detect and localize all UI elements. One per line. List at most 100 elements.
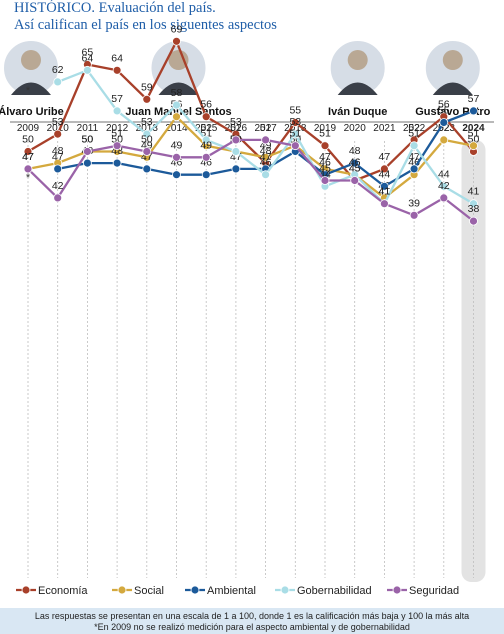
data-point: [261, 170, 271, 180]
data-label: 53: [52, 116, 64, 128]
data-label: 50: [111, 134, 123, 146]
data-label: 44: [319, 168, 331, 180]
data-label: 50: [22, 134, 34, 146]
legend-label: Ambiental: [207, 585, 256, 597]
portrait-head-icon: [21, 50, 41, 70]
data-point: [172, 112, 181, 122]
x-tick-label: 2014: [165, 123, 188, 134]
data-point: [290, 129, 300, 139]
x-tick-label: 2011: [77, 123, 99, 134]
data-point: [409, 141, 419, 151]
data-label: 47: [260, 151, 272, 163]
data-label: 46: [408, 157, 420, 169]
footnote: Las respuestas se presentan en una escal…: [0, 608, 504, 634]
series-line-Seguridad: [27, 138, 475, 223]
data-label: 42: [52, 180, 64, 192]
data-label: 52: [200, 122, 212, 134]
x-tick-label: 2016: [225, 123, 248, 134]
x-tick-label: 2015: [195, 123, 218, 134]
missing-data-marker: *: [26, 172, 31, 184]
data-point: [172, 152, 181, 162]
data-point: [439, 193, 449, 203]
portrait-head-icon: [168, 50, 189, 70]
data-point: [320, 141, 330, 151]
x-tick-label: 2010: [47, 123, 70, 134]
data-point: [379, 181, 389, 191]
data-point: [409, 210, 419, 220]
data-point: [439, 181, 449, 191]
data-point: [201, 112, 211, 122]
data-label: 49: [200, 139, 212, 151]
data-label: 48: [349, 145, 361, 157]
data-label: 52: [408, 122, 420, 134]
x-tick-label: 2012: [106, 123, 129, 134]
x-tick-label: 2019: [314, 123, 337, 134]
data-label: 51: [468, 128, 480, 140]
data-label: 57: [111, 93, 123, 105]
data-label: 47: [52, 151, 64, 163]
data-point: [112, 158, 122, 168]
data-point: [172, 36, 181, 46]
data-point: [172, 100, 181, 110]
data-point: [231, 135, 241, 145]
x-tick-label: 2017: [254, 123, 277, 134]
data-label: 45: [349, 163, 361, 175]
x-tick-label: 2020: [344, 123, 367, 134]
data-label: 58: [171, 87, 183, 99]
portrait-head-icon: [442, 50, 463, 70]
data-point: [112, 106, 122, 116]
portrait-suit-icon: [337, 82, 378, 95]
data-label: 57: [468, 93, 480, 105]
legend-swatch-dot: [392, 585, 402, 595]
data-point: [53, 77, 63, 87]
footnote-asterisk: *En 2009 no se realizó medición para el …: [94, 622, 410, 632]
series-line-Social: [27, 115, 474, 200]
series-line-Economía: [27, 40, 475, 182]
data-label: 52: [260, 122, 272, 134]
data-label: 46: [200, 157, 212, 169]
x-tick-label: 2024: [462, 123, 485, 134]
data-point: [201, 135, 211, 145]
president-name: Álvaro Uribe: [0, 105, 64, 118]
chart-title: HISTÓRICO. Evaluación del país. Así cali…: [14, 0, 277, 34]
data-point: [23, 164, 33, 174]
data-label: 42: [438, 180, 450, 192]
data-point: [231, 164, 241, 174]
legend-swatch-dot: [190, 585, 200, 595]
title-line-2: Así califican el país en los siguentes a…: [14, 17, 277, 33]
data-label: 56: [200, 99, 212, 111]
data-point: [83, 147, 92, 156]
data-label: 50: [82, 134, 94, 146]
data-label: 44: [379, 168, 391, 180]
data-point: [112, 65, 122, 75]
data-label: 47: [22, 151, 34, 163]
portrait-head-icon: [347, 50, 368, 70]
x-tick-label: 2023: [433, 123, 456, 134]
data-point: [469, 199, 478, 209]
legend-swatch-dot: [117, 585, 127, 595]
data-point: [53, 129, 63, 139]
data-label: 47: [319, 151, 331, 163]
line-chart: Álvaro Uribe Juan Manuel Santos Iván Duque…: [0, 23, 494, 597]
data-point: [201, 170, 211, 180]
data-point: [320, 176, 330, 185]
data-label: 47: [379, 151, 391, 163]
data-label: 39: [408, 197, 420, 209]
data-label: 46: [171, 157, 183, 169]
data-point: [83, 158, 92, 168]
data-label: 45: [349, 163, 361, 175]
data-point: [23, 147, 33, 156]
data-label: 48: [111, 145, 123, 157]
data-label: 45: [319, 163, 331, 175]
data-label: 62: [52, 64, 64, 76]
data-point: [469, 141, 478, 151]
data-label: 50: [82, 134, 94, 146]
data-label: 51: [111, 128, 123, 140]
data-label: 51: [289, 128, 301, 140]
data-label: 41: [379, 186, 391, 198]
data-point: [439, 118, 449, 127]
data-point: [142, 94, 152, 104]
data-label: 38: [468, 203, 480, 215]
president-name: Gustavo Petro: [415, 106, 490, 118]
x-tick-label: 2022: [403, 123, 426, 134]
